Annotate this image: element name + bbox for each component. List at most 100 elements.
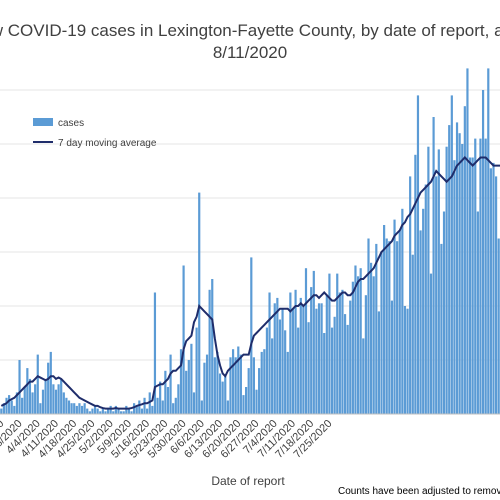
bar-cases: [442, 211, 446, 414]
bar-cases: [166, 387, 170, 414]
bar-cases: [380, 252, 383, 414]
bar-cases: [445, 146, 448, 414]
bar-cases: [218, 373, 222, 414]
bar-cases: [291, 308, 295, 414]
bar-cases: [393, 219, 396, 414]
bar-cases: [484, 138, 487, 414]
bar-cases: [278, 319, 282, 414]
bar-cases: [250, 257, 253, 414]
bar-cases: [419, 230, 422, 414]
bar-cases: [437, 149, 440, 414]
bar-cases: [383, 225, 386, 414]
bar-cases: [112, 411, 115, 414]
bar-cases: [60, 378, 63, 414]
bar-cases: [54, 389, 58, 414]
bar-cases: [185, 370, 188, 414]
bar-cases: [476, 211, 479, 414]
bar-cases: [80, 405, 84, 414]
bar-cases: [23, 387, 26, 414]
bar-cases: [354, 265, 357, 414]
bar-cases: [364, 295, 367, 414]
bar-cases: [351, 281, 354, 414]
bar-cases: [325, 295, 328, 414]
bar-cases: [453, 160, 456, 414]
bar-cases: [57, 384, 60, 414]
bar-cases: [289, 292, 292, 414]
bar-cases: [70, 403, 73, 414]
bar-cases: [388, 241, 391, 414]
bar-cases: [86, 408, 89, 414]
bar-cases: [179, 349, 183, 414]
bar-cases: [294, 289, 297, 414]
bar-cases: [242, 395, 245, 414]
bar-cases: [148, 392, 151, 414]
bar-cases: [83, 403, 86, 414]
bar-cases: [211, 279, 214, 414]
bar-cases: [239, 354, 242, 414]
bar-cases: [143, 397, 146, 414]
bar-cases: [330, 327, 334, 414]
bar-cases: [114, 405, 117, 414]
bar-cases: [346, 324, 349, 414]
bar-cases: [205, 354, 209, 414]
bar-cases: [336, 273, 339, 414]
bar-cases: [174, 397, 177, 414]
bar-cases: [26, 368, 29, 414]
bar-cases: [312, 270, 315, 414]
bar-cases: [489, 168, 492, 414]
bar-cases: [156, 397, 159, 414]
chart-title-line2: 8/11/2020: [213, 43, 287, 62]
bar-cases: [41, 389, 45, 414]
bar-cases: [93, 405, 97, 414]
bar-cases: [65, 397, 68, 414]
bar-cases: [187, 360, 190, 414]
bar-cases: [497, 238, 500, 414]
bar-cases: [315, 308, 318, 414]
bar-cases: [310, 287, 313, 414]
bar-cases: [169, 354, 172, 414]
bar-cases: [52, 384, 55, 414]
bar-cases: [177, 384, 180, 414]
bar-cases: [359, 268, 362, 414]
bar-cases: [229, 357, 232, 414]
bar-cases: [8, 395, 11, 414]
bar-cases: [299, 297, 302, 414]
bar-cases: [432, 117, 435, 414]
bar-cases: [47, 362, 50, 414]
bar-cases: [224, 376, 227, 414]
bar-cases: [286, 351, 289, 414]
bar-cases: [28, 378, 32, 414]
bar-cases: [343, 314, 347, 414]
bar-cases: [479, 138, 482, 414]
bar-cases: [221, 381, 224, 414]
bar-cases: [341, 289, 344, 414]
bar-cases: [75, 405, 78, 414]
bar-cases: [323, 333, 326, 414]
bar-cases: [216, 351, 219, 414]
bar-cases: [390, 300, 394, 414]
bar-cases: [213, 357, 216, 414]
bar-cases: [245, 387, 248, 414]
gridlines: [0, 89, 500, 361]
bar-cases: [31, 392, 34, 414]
bar-cases: [122, 411, 125, 414]
x-axis-title: Date of report: [211, 474, 285, 488]
bar-cases: [18, 360, 21, 414]
bar-cases: [424, 184, 427, 414]
bar-cases: [333, 316, 336, 414]
bar-cases: [466, 68, 469, 415]
bar-cases: [284, 330, 287, 414]
bar-cases: [127, 408, 130, 414]
bar-cases: [495, 176, 498, 414]
bar-cases: [458, 133, 461, 414]
bar-cases: [258, 368, 261, 414]
bar-cases: [15, 392, 19, 414]
bar-cases: [2, 403, 5, 414]
bar-cases: [91, 408, 94, 414]
bar-cases: [151, 405, 154, 414]
bar-cases: [247, 368, 250, 414]
bar-cases: [474, 138, 477, 414]
bar-cases: [138, 400, 141, 414]
